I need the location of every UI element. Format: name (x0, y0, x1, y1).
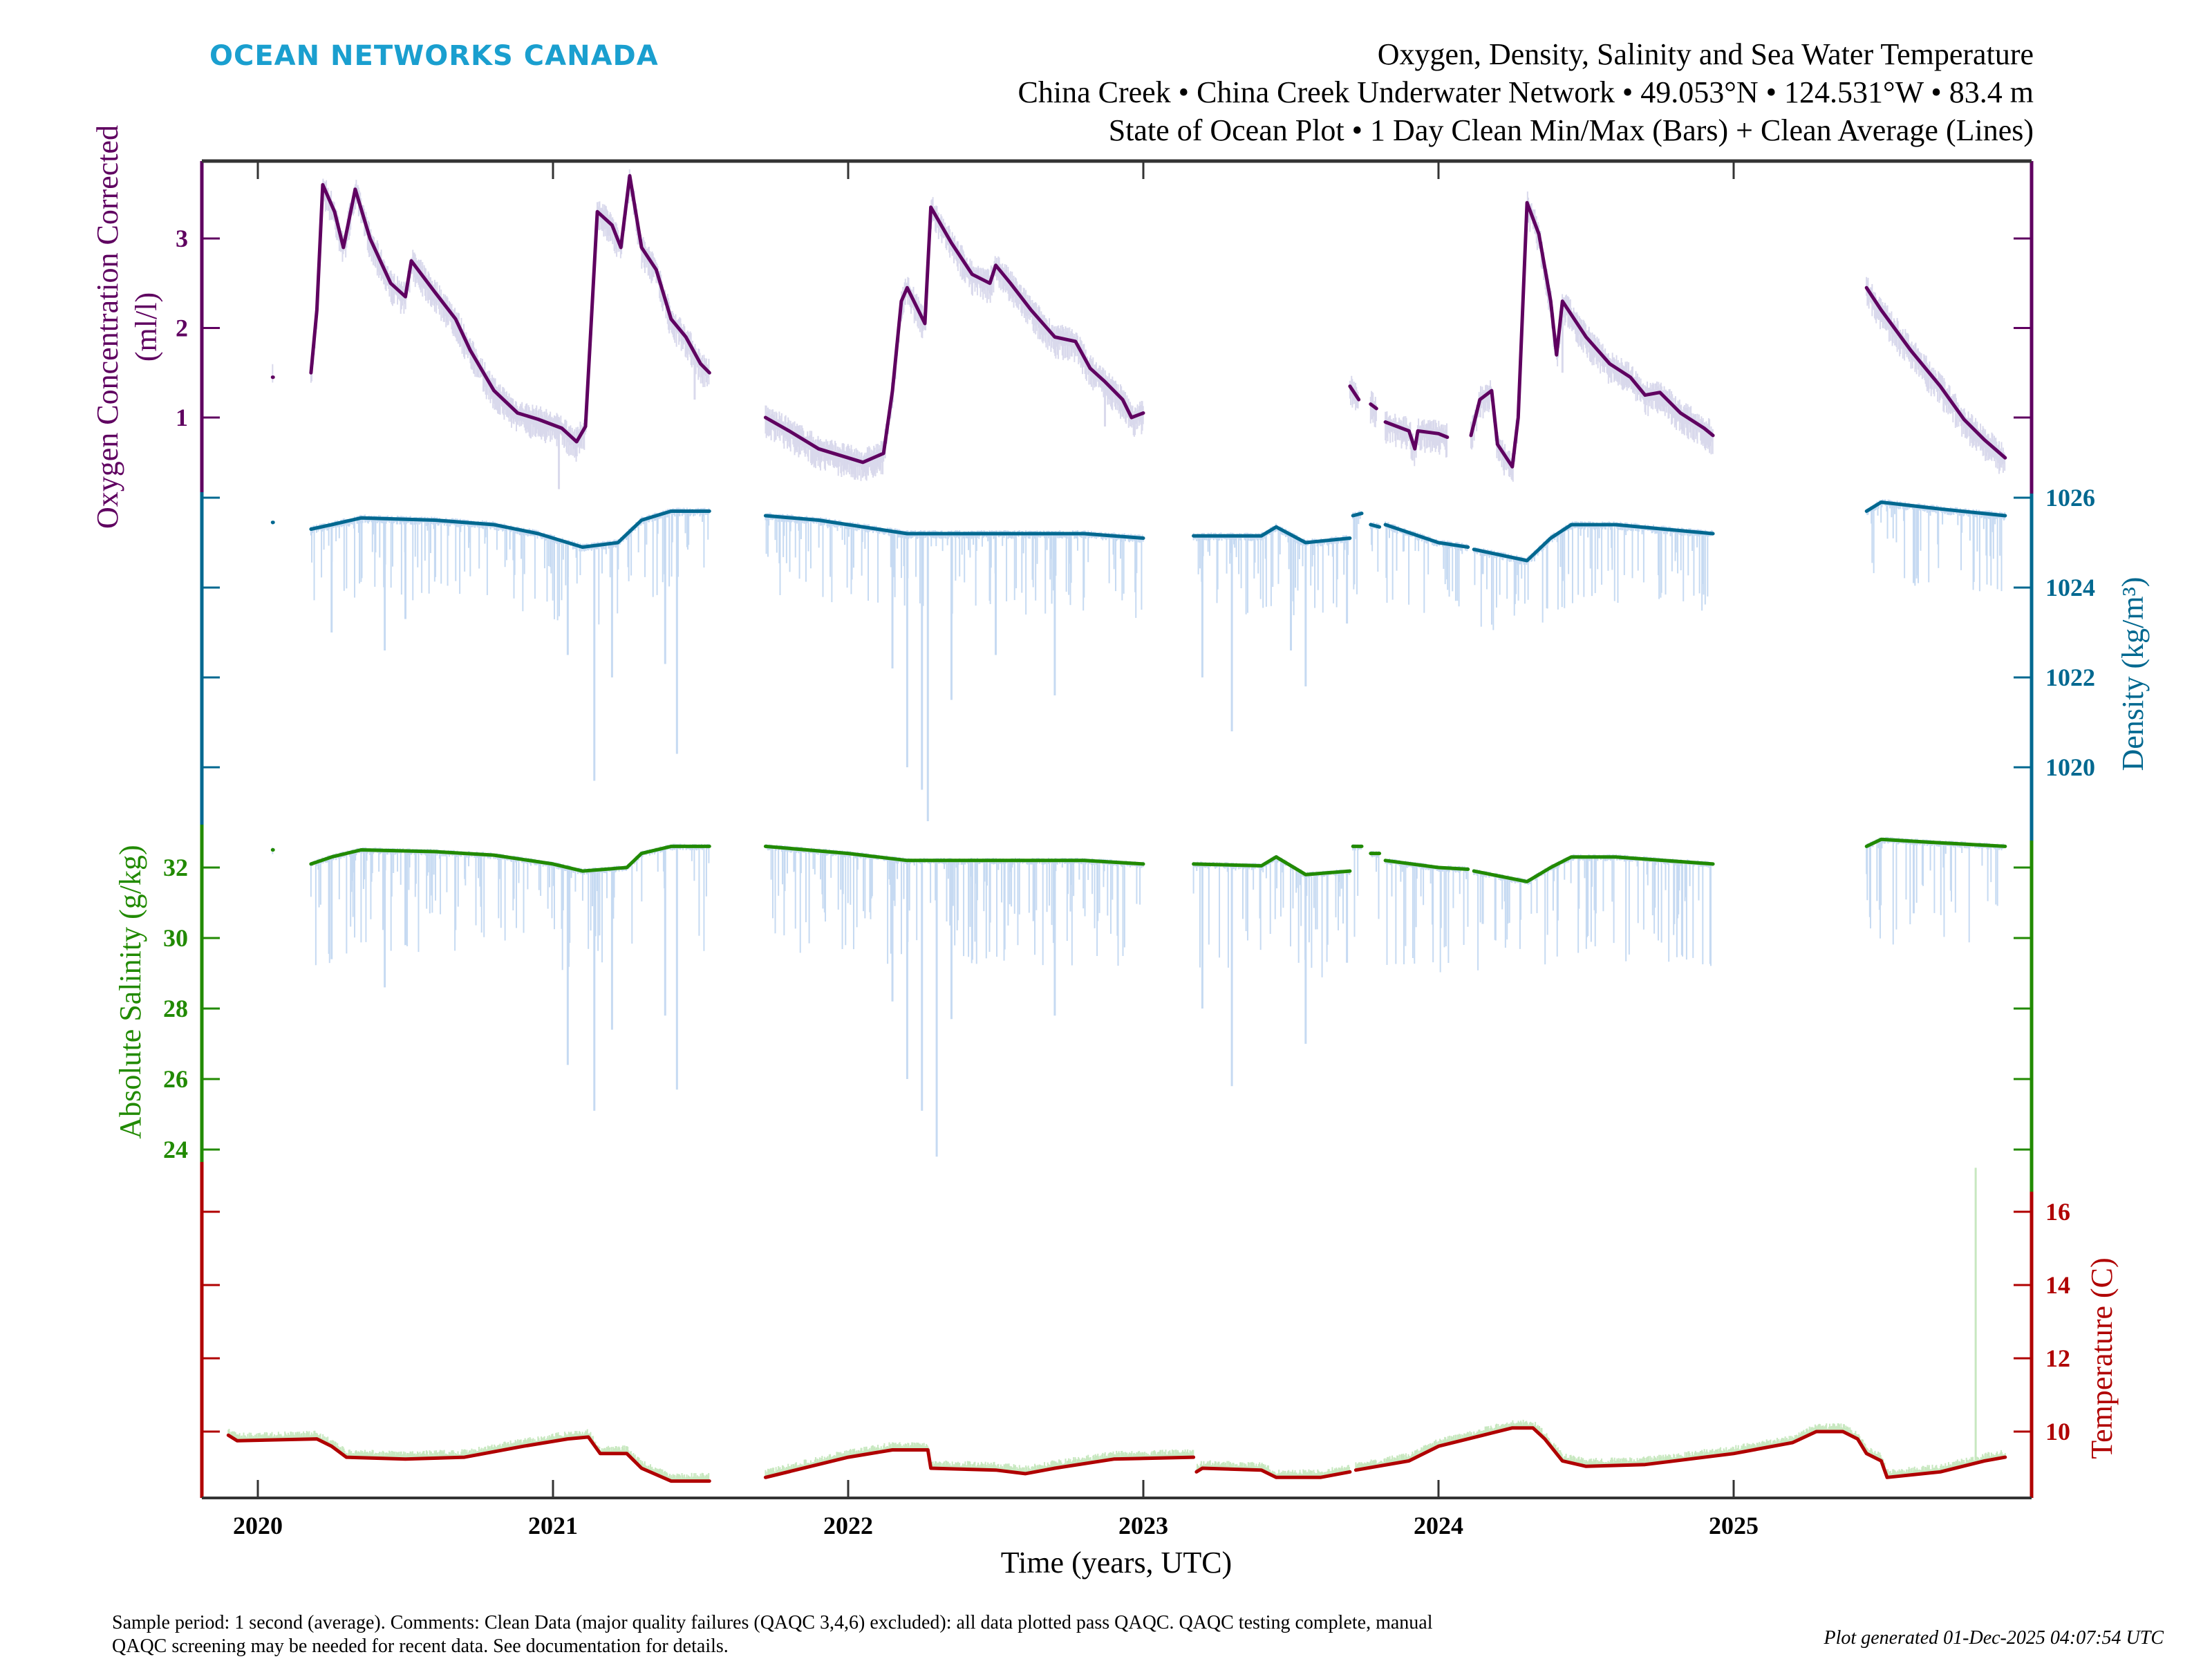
chart-title: Oxygen, Density, Salinity and Sea Water … (1378, 37, 2034, 71)
chart-subtitle-method: State of Ocean Plot • 1 Day Clean Min/Ma… (1109, 113, 2034, 147)
brand-logo: OCEAN NETWORKS CANADA (209, 40, 659, 72)
chart-subtitle-location: China Creek • China Creek Underwater Net… (1018, 75, 2034, 109)
min-max-bars (227, 169, 2006, 1483)
